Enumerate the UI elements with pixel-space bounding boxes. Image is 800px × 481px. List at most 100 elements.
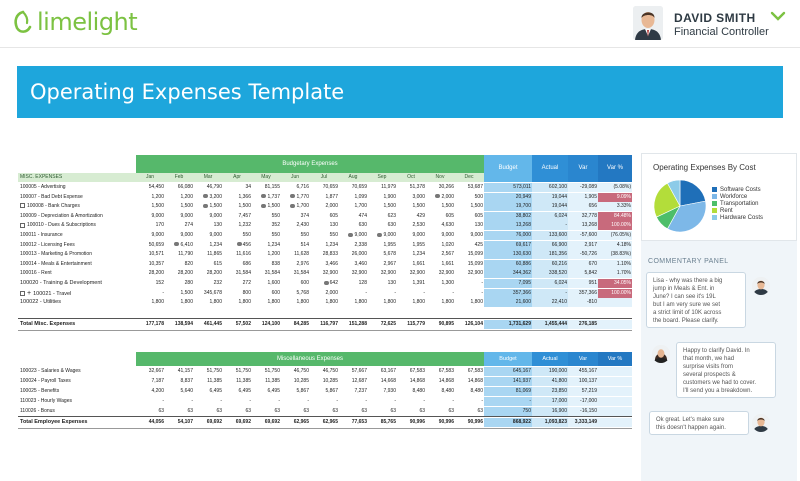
month-value[interactable]: 130 [310, 221, 339, 230]
month-value[interactable]: 1,700 [281, 202, 310, 211]
month-value[interactable]: 31,584 [252, 269, 281, 278]
month-value[interactable]: 9,000 [136, 212, 165, 221]
month-value[interactable]: 1,800 [165, 298, 194, 307]
month-value[interactable]: 15,099 [455, 250, 484, 259]
month-value[interactable]: 1,500 [252, 202, 281, 211]
month-value[interactable]: 623 [368, 212, 397, 221]
month-value[interactable]: 1,099 [339, 193, 368, 202]
month-value[interactable]: 1,500 [368, 202, 397, 211]
comment-icon[interactable] [348, 232, 354, 237]
month-value[interactable]: 152 [136, 279, 165, 288]
month-value[interactable]: 1,661 [397, 260, 426, 269]
month-header[interactable]: Feb [174, 174, 184, 180]
month-value[interactable]: 425 [455, 241, 484, 250]
month-value[interactable]: 550 [252, 212, 281, 221]
month-value[interactable]: 28,200 [194, 269, 223, 278]
month-value[interactable]: - [455, 289, 484, 298]
month-value[interactable]: 69,692 [252, 418, 281, 427]
month-value[interactable]: 63 [223, 407, 252, 416]
table-row[interactable]: +100021 - Travel - 1,500 345,678 800 600 5,768… [18, 288, 632, 298]
month-value[interactable]: 30,266 [426, 183, 455, 192]
month-value[interactable]: 1,391 [397, 279, 426, 288]
month-value[interactable]: 5,678 [368, 250, 397, 259]
month-value[interactable]: - [194, 397, 223, 406]
month-value[interactable]: 130 [368, 279, 397, 288]
month-value[interactable]: 6,716 [281, 183, 310, 192]
month-value[interactable]: 2,567 [426, 250, 455, 259]
month-value[interactable]: - [397, 289, 426, 298]
expand-toggle-icon[interactable] [20, 290, 25, 296]
month-value[interactable]: 1,770 [281, 193, 310, 202]
month-value[interactable]: 514 [281, 241, 310, 250]
legend-item[interactable]: Software Costs [712, 186, 763, 193]
table-row[interactable]: 100012 - Licensing Fees 50,659 6,410 1,234 4… [18, 240, 632, 250]
month-value[interactable]: 138,594 [165, 320, 194, 329]
month-value[interactable]: 57,667 [339, 367, 368, 376]
month-value[interactable]: 14,668 [368, 377, 397, 386]
chevron-down-icon[interactable] [770, 11, 786, 21]
month-value[interactable]: 32,667 [136, 367, 165, 376]
month-value[interactable]: 12,687 [339, 377, 368, 386]
month-value[interactable]: 9,000 [368, 231, 397, 240]
month-value[interactable]: 34 [223, 183, 252, 192]
month-value[interactable]: 374 [281, 212, 310, 221]
month-value[interactable]: 232 [194, 279, 223, 288]
month-value[interactable]: 54,450 [136, 183, 165, 192]
month-value[interactable]: 63 [252, 407, 281, 416]
month-value[interactable]: 54,107 [165, 418, 194, 427]
summary-header[interactable]: Budget [484, 352, 532, 366]
month-value[interactable]: 1,955 [397, 241, 426, 250]
month-value[interactable]: - [426, 397, 455, 406]
month-value[interactable]: 2,976 [281, 260, 310, 269]
month-value[interactable]: 352 [252, 221, 281, 230]
month-value[interactable]: 600 [281, 279, 310, 288]
month-value[interactable]: 63 [455, 407, 484, 416]
month-value[interactable]: 14,868 [426, 377, 455, 386]
month-value[interactable]: 51,378 [397, 183, 426, 192]
month-value[interactable]: 1,877 [310, 193, 339, 202]
month-value[interactable]: 69,692 [194, 418, 223, 427]
month-value[interactable]: 170 [136, 221, 165, 230]
table-row[interactable]: 100008 - Bank Charges 1,500 1,500 1,500 1,50… [18, 202, 632, 212]
month-value[interactable]: 2,967 [368, 260, 397, 269]
table-row[interactable]: 100013 - Marketing & Promotion 10,571 11,7… [18, 250, 632, 260]
comment-icon[interactable] [203, 203, 209, 208]
month-value[interactable]: 81,155 [252, 183, 281, 192]
legend-item[interactable]: Transportation [712, 200, 763, 207]
month-value[interactable]: 550 [310, 231, 339, 240]
table-row[interactable]: 100005 - Advertising 54,450 66,080 46,790 34… [18, 183, 632, 192]
month-value[interactable]: 7,187 [136, 377, 165, 386]
month-value[interactable]: 274 [165, 221, 194, 230]
month-value[interactable]: 67,583 [455, 367, 484, 376]
month-value[interactable]: 605 [310, 212, 339, 221]
month-value[interactable]: 1,200 [252, 250, 281, 259]
month-value[interactable]: 642 [310, 279, 339, 288]
month-value[interactable]: 51,750 [194, 367, 223, 376]
month-value[interactable]: 10,357 [136, 260, 165, 269]
comment-icon[interactable] [377, 232, 383, 237]
comment-icon[interactable] [261, 203, 267, 208]
month-value[interactable]: - [455, 397, 484, 406]
table-row[interactable]: 100011 - Insurance 9,000 9,000 9,000 550 550 5… [18, 231, 632, 240]
month-value[interactable]: 550 [252, 231, 281, 240]
month-value[interactable]: 550 [281, 231, 310, 240]
month-value[interactable]: 9,000 [194, 231, 223, 240]
table-row[interactable]: 100022 - Utilities 1,800 1,800 1,800 1,800 1,… [18, 298, 632, 308]
table-row[interactable]: 100023 - Salaries & Wages 32,667 41,157 51,… [18, 367, 632, 376]
month-value[interactable]: 9,000 [165, 212, 194, 221]
month-value[interactable]: - [136, 289, 165, 298]
month-value[interactable]: 1,020 [426, 241, 455, 250]
month-value[interactable]: 8,480 [397, 387, 426, 396]
month-value[interactable]: 461,445 [194, 320, 223, 329]
month-value[interactable]: 474 [339, 212, 368, 221]
month-value[interactable]: 90,996 [426, 418, 455, 427]
month-value[interactable]: 2,430 [281, 221, 310, 230]
month-value[interactable]: 44,056 [136, 418, 165, 427]
table-row[interactable]: 110026 - Bonus 63 63 63 63 63 63 63 63 63 63 63 63 75… [18, 407, 632, 416]
month-value[interactable]: 3,460 [339, 260, 368, 269]
month-value[interactable]: 1,200 [136, 193, 165, 202]
comment-icon[interactable] [236, 242, 242, 247]
expand-toggle-icon[interactable] [20, 203, 25, 209]
month-value[interactable]: - [281, 397, 310, 406]
month-value[interactable]: 8,480 [455, 387, 484, 396]
